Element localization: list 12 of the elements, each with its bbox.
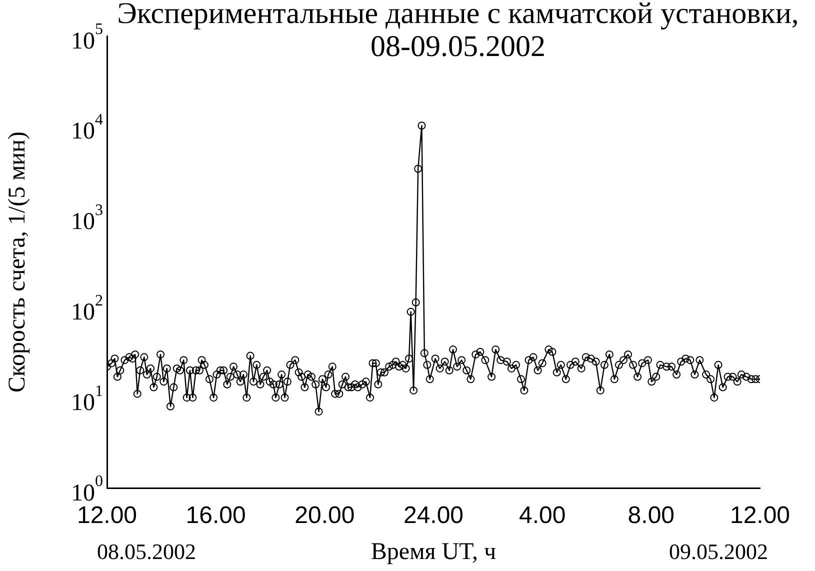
x-tick-label: 12.00 [76, 502, 138, 530]
chart-title: Экспериментальные данные с камчатской установки, 08-09.05.2002 [117, 0, 799, 63]
x-tick-label: 8.00 [628, 502, 675, 530]
text: 08.05.2002 [97, 538, 196, 564]
x-tick-label: 12.00 [730, 502, 790, 530]
x-tick-label: 4.00 [518, 502, 566, 530]
x-tick-label: 20.00 [294, 502, 355, 530]
x-tick-label: 16.00 [186, 502, 246, 530]
x-tick-label: 24.00 [403, 502, 464, 530]
x-axis-title: Время UT, ч [370, 538, 496, 565]
y-axis-title: Скорость счета, 1/(5 мин) [4, 132, 31, 392]
text: 09.05.2002 [669, 538, 768, 564]
